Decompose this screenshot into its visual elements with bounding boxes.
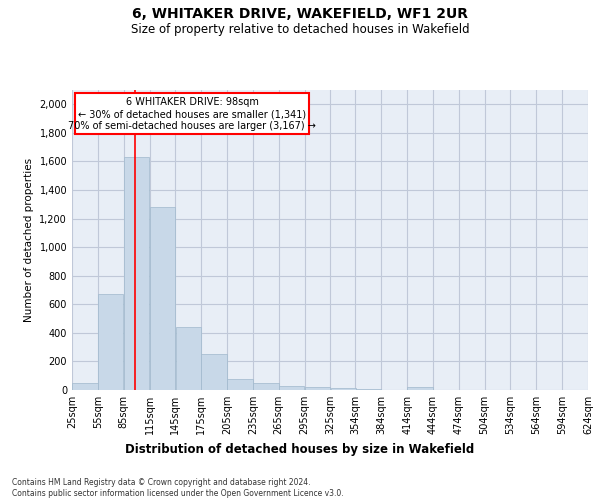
Text: Contains HM Land Registry data © Crown copyright and database right 2024.
Contai: Contains HM Land Registry data © Crown c… [12, 478, 344, 498]
Bar [98, 294, 124, 390]
Text: Distribution of detached houses by size in Wakefield: Distribution of detached houses by size … [125, 442, 475, 456]
Text: Size of property relative to detached houses in Wakefield: Size of property relative to detached ho… [131, 22, 469, 36]
Bar [150, 207, 175, 390]
Bar [331, 388, 356, 390]
Text: 70% of semi-detached houses are larger (3,167) →: 70% of semi-detached houses are larger (… [68, 121, 316, 131]
Bar [202, 354, 227, 390]
Bar [124, 157, 149, 390]
Bar [407, 387, 433, 390]
Bar [227, 378, 253, 390]
Bar [72, 383, 98, 390]
Text: 6 WHITAKER DRIVE: 98sqm: 6 WHITAKER DRIVE: 98sqm [125, 97, 259, 107]
Bar [176, 327, 201, 390]
Bar [279, 386, 304, 390]
Y-axis label: Number of detached properties: Number of detached properties [24, 158, 34, 322]
Text: 6, WHITAKER DRIVE, WAKEFIELD, WF1 2UR: 6, WHITAKER DRIVE, WAKEFIELD, WF1 2UR [132, 8, 468, 22]
FancyBboxPatch shape [74, 93, 310, 134]
Text: ← 30% of detached houses are smaller (1,341): ← 30% of detached houses are smaller (1,… [78, 109, 306, 119]
Bar [305, 387, 330, 390]
Bar [253, 383, 278, 390]
Bar [356, 388, 381, 390]
